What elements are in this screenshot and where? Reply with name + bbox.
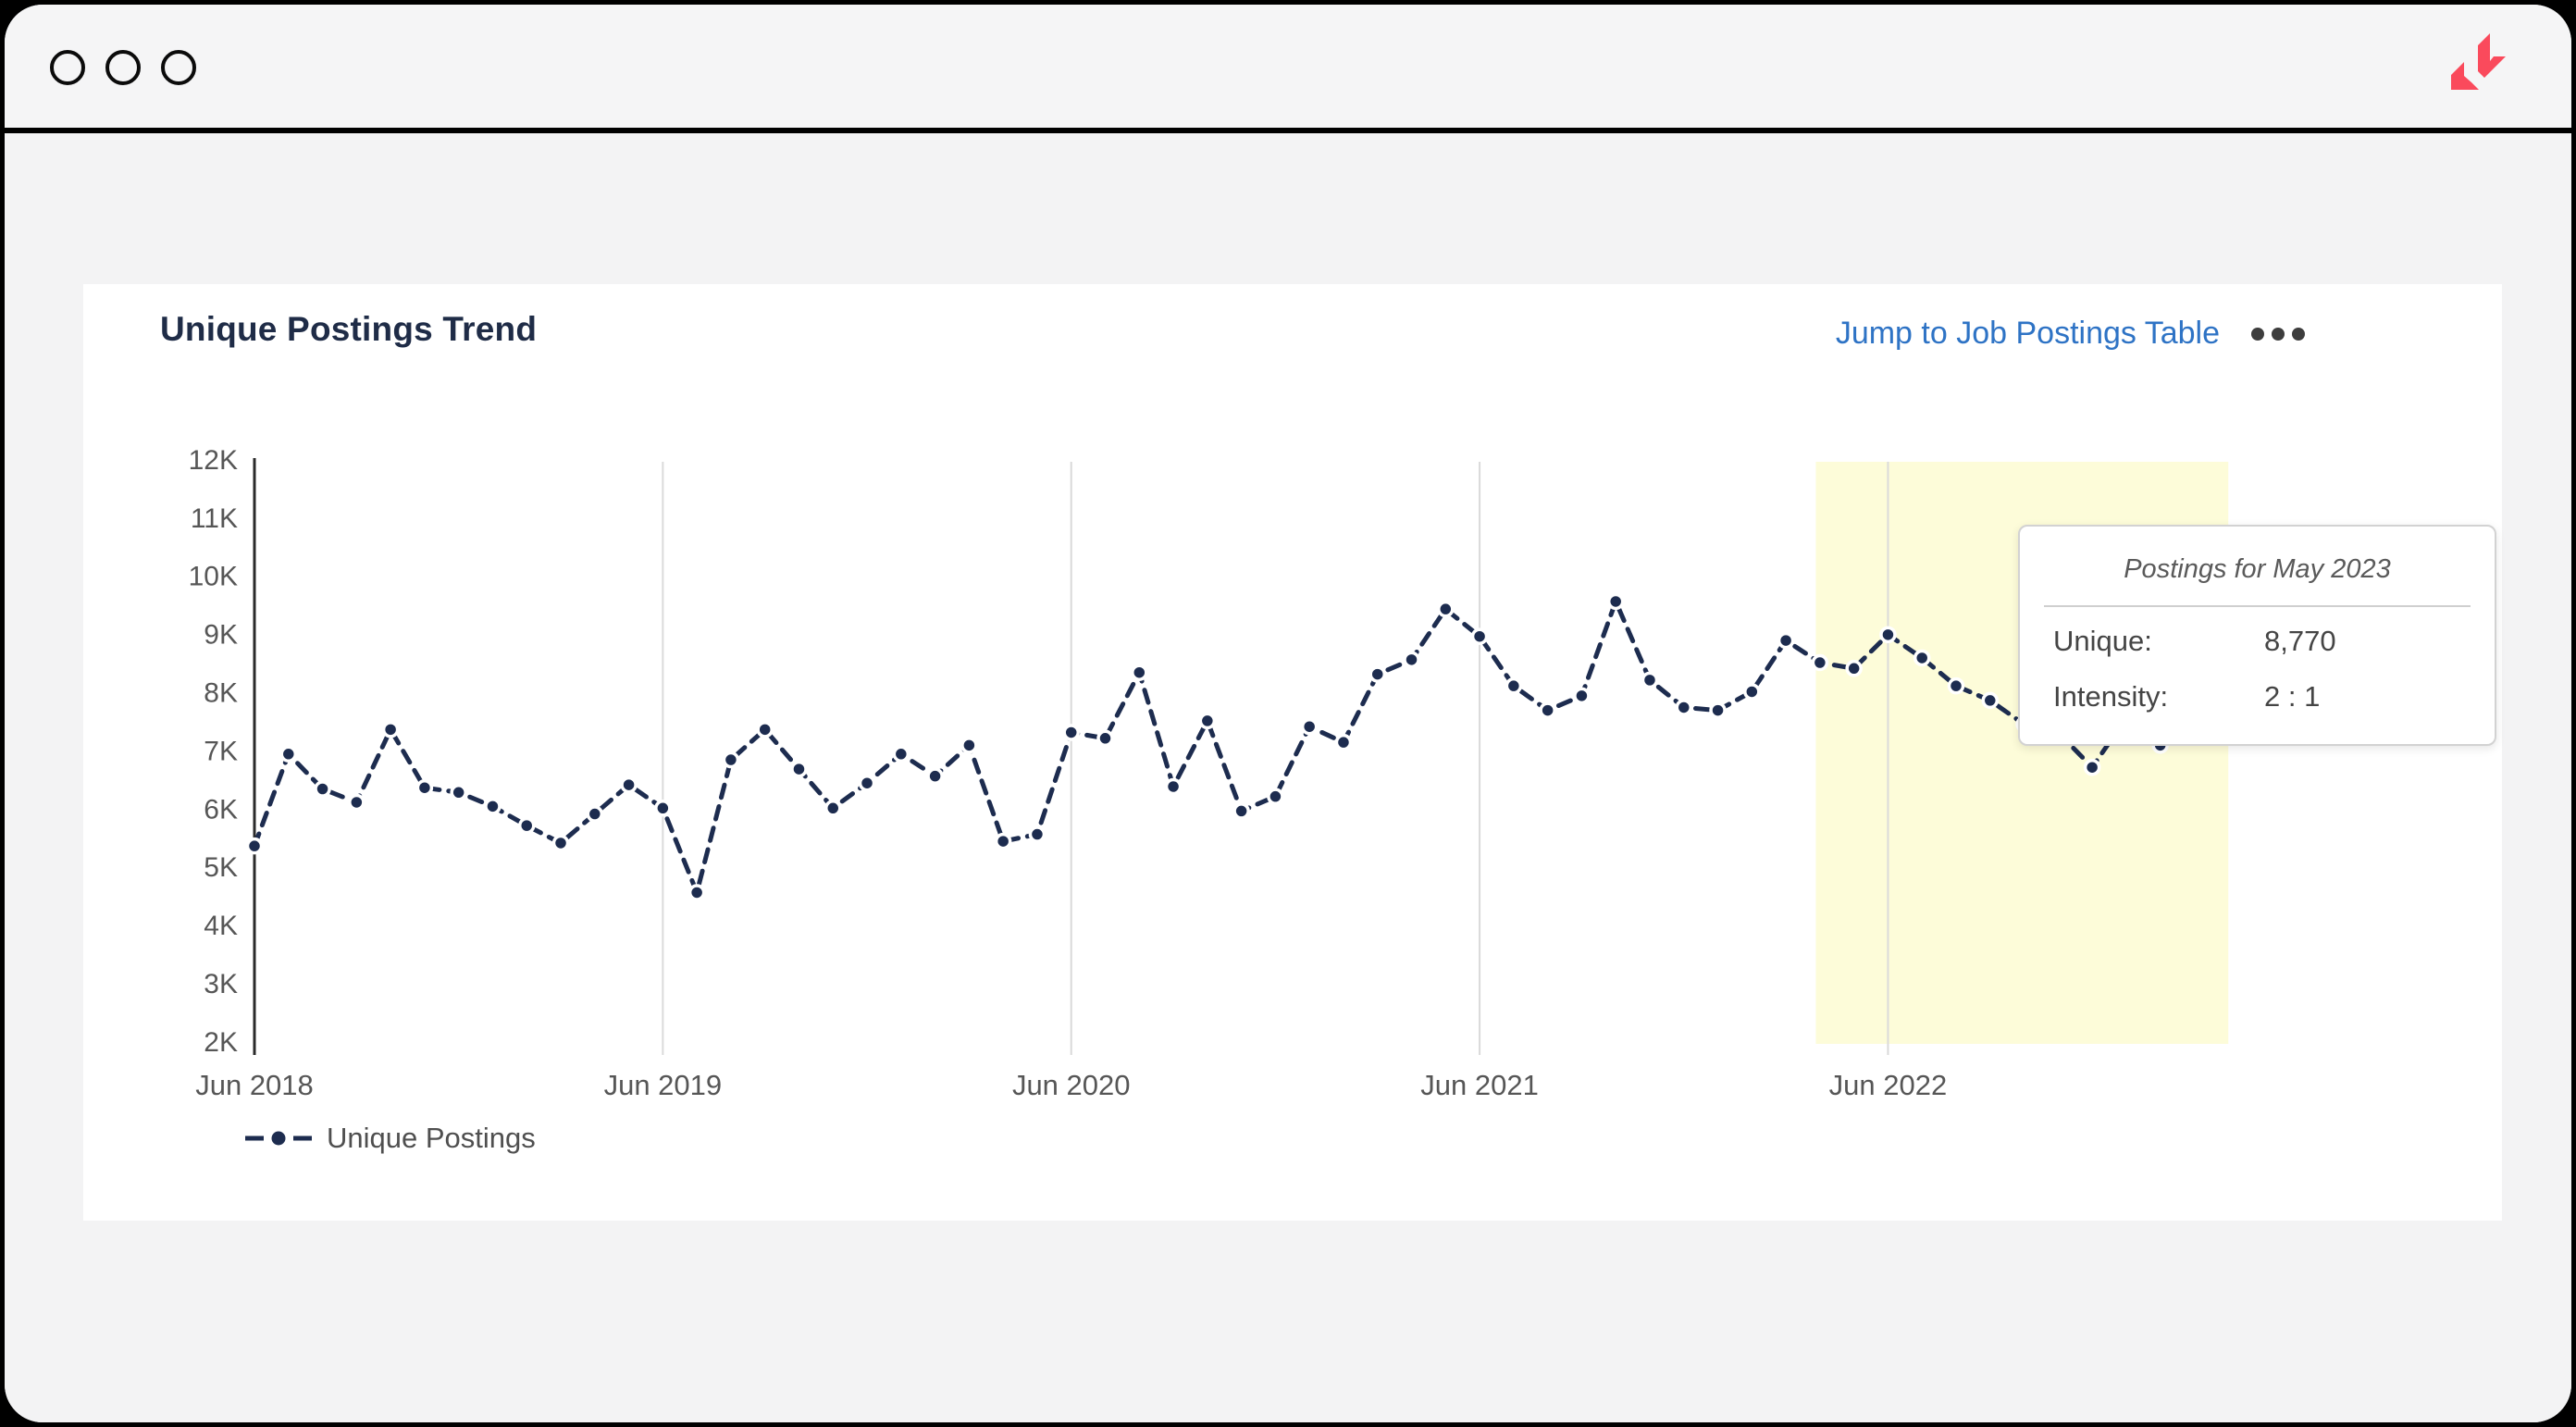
data-point[interactable] [279,745,298,763]
legend-line-marker-icon [245,1131,312,1146]
data-point[interactable] [687,884,706,901]
y-axis-tick-label: 9K [204,620,238,651]
y-axis-tick-label: 11K [191,503,238,534]
data-point[interactable] [1232,802,1250,820]
data-point[interactable] [858,774,876,792]
data-point[interactable] [1164,777,1183,796]
data-point[interactable] [1505,676,1523,695]
data-point[interactable] [245,837,264,855]
window-control-button[interactable] [105,50,141,85]
y-axis-tick-label: 2K [204,1027,238,1058]
card-title: Unique Postings Trend [160,310,538,348]
data-point[interactable] [654,800,672,817]
data-point[interactable] [1811,653,1829,672]
data-point[interactable] [484,798,502,815]
data-point[interactable] [824,800,842,817]
window-control-button[interactable] [50,50,85,85]
x-axis-tick-label: Jun 2020 [1012,1069,1131,1101]
x-axis-tick-label: Jun 2022 [1829,1069,1948,1101]
y-axis-tick-label: 4K [204,911,238,941]
tooltip-unique-label: Unique: [2053,625,2152,657]
tooltip-divider [2044,605,2471,607]
data-point[interactable] [381,721,400,738]
page-background: Unique Postings Trend Jump to Job Postin… [5,139,2571,1422]
data-point[interactable] [1028,825,1046,843]
window-control-button[interactable] [161,50,196,85]
data-point[interactable] [1334,733,1353,751]
chart-tooltip: Postings for May 2023 Unique: 8,770 Inte… [2018,525,2496,746]
data-point[interactable] [586,805,604,823]
y-axis-tick-label: 12K [189,445,238,476]
data-point[interactable] [1403,651,1420,669]
tooltip-unique-value: 8,770 [2264,625,2336,657]
tooltip-unique-row: Unique: 8,770 [2053,625,2467,658]
tooltip-intensity-label: Intensity: [2053,680,2169,713]
data-point[interactable] [1131,664,1148,681]
data-point[interactable] [1777,631,1795,650]
window-titlebar [5,5,2571,133]
data-point[interactable] [450,784,467,801]
data-point[interactable] [790,760,808,778]
data-point[interactable] [348,793,365,812]
data-point[interactable] [314,780,331,798]
y-axis-tick-label: 6K [204,794,238,825]
data-point[interactable] [1743,683,1761,701]
data-point[interactable] [1879,626,1897,644]
y-axis-tick-label: 3K [204,969,238,999]
ellipsis-menu-icon[interactable] [2248,324,2309,344]
data-point[interactable] [1267,788,1284,805]
data-point[interactable] [960,737,978,754]
data-point[interactable] [1096,729,1114,748]
tooltip-intensity-row: Intensity: 2 : 1 [2053,680,2467,714]
data-point[interactable] [1300,717,1319,736]
data-point[interactable] [926,767,944,785]
chart-legend: Unique Postings [243,1122,536,1155]
data-point[interactable] [620,776,638,794]
data-point[interactable] [1913,649,1931,667]
data-point[interactable] [1845,660,1863,677]
data-point[interactable] [994,832,1012,850]
data-point[interactable] [2083,758,2101,776]
window-controls [50,50,196,85]
unique-postings-trend-chart: 12K 11K 10K 9K 8K 7K 6K 5K 4K 3K 2K Jun 2018 Jun 201… [83,284,2502,1221]
tooltip-title: Postings for May 2023 [2124,554,2391,584]
trend-line-chart[interactable]: 12K 11K 10K 9K 8K 7K 6K 5K 4K 3K 2K Jun 2018 Jun 201… [83,284,2502,1221]
x-axis-tick-label: Jun 2018 [195,1069,314,1101]
data-point[interactable] [517,816,536,835]
y-axis-tick-label: 7K [204,736,238,766]
data-point[interactable] [551,834,570,852]
data-point[interactable] [892,745,910,763]
lightcast-logo-icon [2451,33,2506,90]
data-point[interactable] [1062,724,1080,741]
data-point[interactable] [1573,687,1591,705]
unique-postings-trend-card: Unique Postings Trend Jump to Job Postin… [83,284,2502,1221]
legend-label: Unique Postings [327,1122,536,1154]
data-point[interactable] [1606,592,1625,611]
data-point[interactable] [1675,699,1693,716]
data-point[interactable] [1368,665,1386,683]
data-point[interactable] [1947,676,1965,695]
y-axis-tick-label: 5K [204,852,238,883]
y-axis-tick-label: 10K [189,562,238,592]
data-point[interactable] [1437,600,1455,618]
data-point[interactable] [1641,671,1659,689]
data-point[interactable] [1981,691,2000,710]
x-axis-tick-label: Jun 2021 [1420,1069,1539,1101]
data-point[interactable] [722,751,740,769]
data-point[interactable] [1198,712,1217,730]
data-point[interactable] [1709,701,1727,719]
data-point[interactable] [756,721,774,738]
x-axis-tick-label: Jun 2019 [604,1069,723,1101]
data-point[interactable] [1470,627,1489,645]
jump-to-job-postings-table-link[interactable]: Jump to Job Postings Table [1835,316,2220,351]
tooltip-intensity-value: 2 : 1 [2264,680,2321,713]
data-point[interactable] [415,778,434,797]
data-point[interactable] [1539,701,1556,719]
y-axis-tick-label: 8K [204,678,238,709]
